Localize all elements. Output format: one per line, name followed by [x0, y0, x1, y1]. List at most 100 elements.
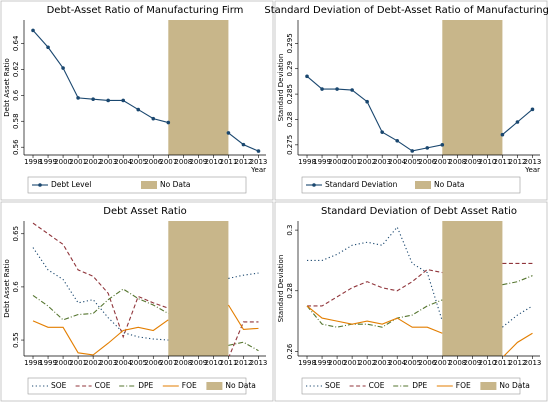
legend-label: COE: [95, 381, 111, 390]
x-axis-label: Year: [524, 166, 540, 174]
y-axis-label: Debt Asset Ratio: [3, 259, 11, 317]
x-tick-label: 2013: [250, 359, 268, 367]
point: [121, 98, 126, 103]
point: [365, 99, 369, 104]
point: [76, 96, 80, 100]
series-line: [307, 226, 533, 328]
point: [515, 120, 520, 124]
y-tick-label: 0.28: [286, 283, 294, 299]
y-tick-label: 0.55: [12, 332, 20, 348]
series-line: [32, 247, 259, 341]
legend-label: Debt Level: [51, 180, 91, 189]
point: [350, 88, 354, 92]
x-tick-label: 1999: [313, 158, 331, 166]
x-tick-label: 2004: [114, 359, 132, 367]
point: [106, 98, 110, 103]
point: [136, 107, 141, 112]
y-tick-label: 0.58: [12, 113, 20, 129]
point: [226, 131, 231, 135]
x-tick-label: 2004: [388, 359, 406, 367]
x-tick-label: 2000: [328, 359, 346, 367]
chart-title: Standard Deviation of Debt-Asset Ratio o…: [264, 5, 548, 16]
legend-label: SOE: [325, 381, 341, 390]
legend-marker: [312, 183, 316, 187]
x-tick-label: 2008: [174, 158, 192, 166]
x-tick-label: 2001: [343, 158, 361, 166]
panel: Standard Deviation of Debt Asset Ratio St…: [274, 201, 548, 402]
y-tick-label: 0.62: [12, 62, 20, 78]
legend-label: Standard Deviation: [325, 180, 398, 189]
x-tick-label: 2009: [189, 359, 207, 367]
legend-label: No Data: [434, 180, 465, 189]
legend-label: No Data: [499, 381, 530, 390]
point: [440, 143, 445, 147]
x-tick-label: 2001: [69, 158, 87, 166]
x-tick-label: 1998: [24, 359, 42, 367]
panel-border: [274, 201, 548, 402]
y-tick-label: 0.64: [12, 35, 20, 51]
legend-label: SOE: [51, 381, 67, 390]
x-tick-label: 2005: [403, 158, 421, 166]
y-tick-label: 0.275: [286, 135, 294, 155]
y-axis-label: Standard Deviation: [277, 54, 285, 122]
x-tick-label: 1999: [39, 158, 57, 166]
x-tick-label: 2003: [373, 359, 391, 367]
panel-border: [0, 0, 274, 201]
no-data-band: [442, 20, 503, 155]
point: [61, 66, 65, 70]
x-tick-label: 2004: [114, 158, 132, 166]
chart-title: Debt-Asset Ratio of Manufacturing Firm: [47, 5, 244, 16]
legend-label: FOE: [456, 381, 471, 390]
x-tick-label: 1998: [24, 158, 42, 166]
x-tick-label: 2007: [433, 359, 451, 367]
x-tick-label: 2008: [448, 158, 466, 166]
series-line: [32, 288, 259, 352]
x-tick-label: 2012: [509, 158, 527, 166]
x-tick-label: 2003: [373, 158, 391, 166]
x-tick-label: 2013: [524, 158, 542, 166]
x-tick-label: 2011: [220, 158, 238, 166]
x-tick-label: 2007: [159, 158, 177, 166]
chart-title: Standard Deviation of Debt Asset Ratio: [321, 206, 517, 217]
legend-label: No Data: [160, 180, 191, 189]
series-line: [32, 304, 259, 356]
y-tick-label: 0.28: [286, 112, 294, 128]
series-line: [32, 222, 259, 356]
legend-label: FOE: [182, 381, 197, 390]
series-line: [307, 262, 533, 307]
x-tick-label: 1999: [39, 359, 57, 367]
panel: Standard Deviation of Debt-Asset Ratio o…: [264, 0, 548, 201]
point: [31, 28, 35, 33]
x-tick-label: 2005: [129, 359, 147, 367]
legend-box: [27, 377, 247, 395]
x-tick-label: 2011: [220, 359, 238, 367]
y-tick-label: 0.6: [12, 281, 20, 293]
x-tick-label: 2001: [343, 359, 361, 367]
x-tick-label: 2012: [235, 359, 253, 367]
y-tick-label: 0.295: [286, 33, 294, 53]
legend-swatch: [141, 181, 157, 189]
point: [380, 130, 384, 134]
x-tick-label: 2010: [478, 359, 496, 367]
point: [166, 120, 171, 125]
x-tick-label: 2003: [99, 158, 117, 166]
legend-label: COE: [369, 381, 385, 390]
legend-label: DPE: [412, 381, 427, 390]
x-tick-label: 2010: [204, 158, 222, 166]
x-axis-label: Year: [250, 166, 266, 174]
x-tick-label: 1999: [313, 359, 331, 367]
point: [530, 107, 535, 112]
x-tick-label: 2006: [418, 158, 436, 166]
x-tick-label: 2000: [54, 359, 72, 367]
point: [46, 45, 50, 50]
x-tick-label: 2000: [54, 158, 72, 166]
x-tick-label: 2012: [235, 158, 253, 166]
x-tick-label: 2007: [159, 359, 177, 367]
point: [500, 132, 505, 137]
legend-swatch: [206, 382, 223, 390]
legend-swatch: [415, 181, 431, 189]
x-tick-label: 2010: [478, 158, 496, 166]
panel-border: [274, 0, 548, 201]
x-tick-label: 2002: [358, 359, 376, 367]
y-tick-label: 0.29: [286, 61, 294, 77]
